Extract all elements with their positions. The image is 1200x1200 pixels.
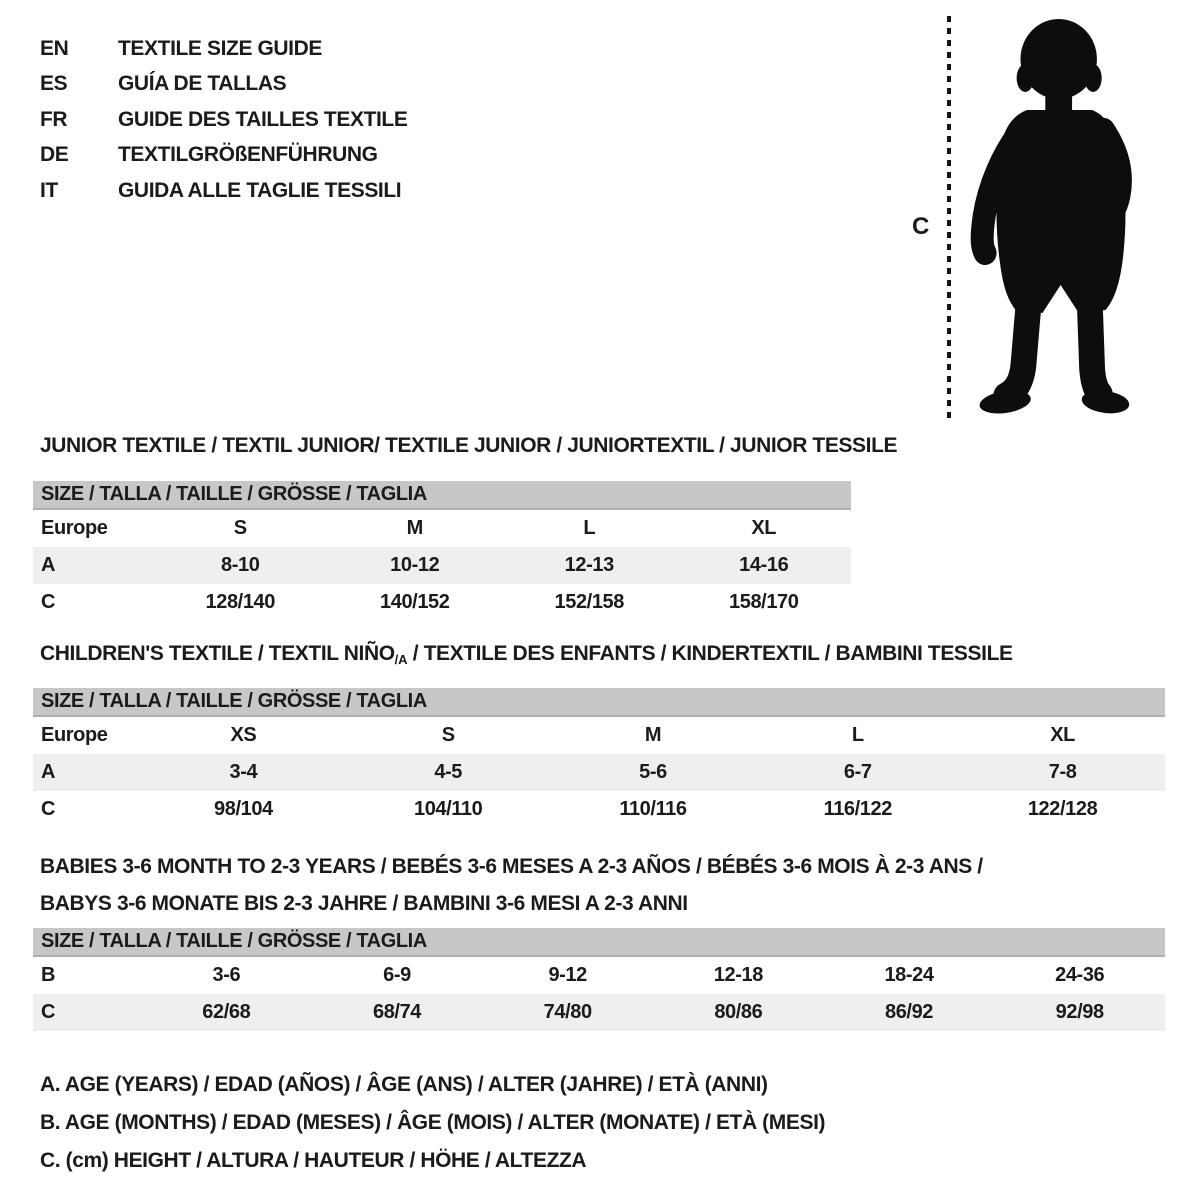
height-cell: 140/152 <box>380 591 450 613</box>
guide-title-fr: GUIDE DES TAILLES TEXTILE <box>118 107 408 131</box>
size-cell: S <box>441 724 455 746</box>
table-row-height: C 128/140 140/152 152/158 158/170 <box>33 584 851 621</box>
language-code: ES <box>40 72 68 96</box>
height-measure-dashed-line <box>947 16 951 418</box>
table-row-europe: Europe XS S M L XL <box>33 717 1165 754</box>
age-cell: 3-4 <box>229 761 258 783</box>
language-code: DE <box>40 143 69 167</box>
size-cell: L <box>583 517 596 539</box>
age-cell: 3-6 <box>212 964 241 986</box>
children-section-title: CHILDREN'S TEXTILE / TEXTIL NIÑO/A / TEX… <box>40 642 1013 668</box>
language-row-de: DE TEXTILGRÖßENFÜHRUNG <box>40 138 407 174</box>
babies-title-line1: BABIES 3-6 MONTH TO 2-3 YEARS / BEBÉS 3-… <box>40 855 983 878</box>
age-cell: 7-8 <box>1048 761 1077 783</box>
guide-title-it: GUIDA ALLE TAGLIE TESSILI <box>118 178 402 202</box>
height-cell: 68/74 <box>372 1001 422 1023</box>
height-cell: 104/110 <box>413 798 483 820</box>
guide-title-en: TEXTILE SIZE GUIDE <box>118 36 322 60</box>
language-code: FR <box>40 107 68 131</box>
language-row-en: EN TEXTILE SIZE GUIDE <box>40 31 407 67</box>
height-cell: 158/170 <box>729 591 799 613</box>
size-cell: XL <box>1050 724 1075 746</box>
children-title-suffix: / TEXTILE DES ENFANTS / KINDERTEXTIL / B… <box>407 642 1013 665</box>
size-cell: S <box>233 517 247 539</box>
junior-size-table: SIZE / TALLA / TAILLE / GRÖSSE / TAGLIA … <box>33 481 851 621</box>
size-header-bar: SIZE / TALLA / TAILLE / GRÖSSE / TAGLIA <box>33 688 1165 717</box>
legend-line-b: B. AGE (MONTHS) / EDAD (MESES) / ÂGE (MO… <box>40 1111 826 1134</box>
table-row-height: C 62/68 68/74 74/80 80/86 86/92 92/98 <box>33 994 1165 1031</box>
age-cell: 24-36 <box>1055 964 1105 986</box>
age-cell: 8-10 <box>221 554 260 576</box>
language-code: IT <box>40 178 58 202</box>
row-label: Europe <box>41 724 108 746</box>
table-row-age: A 3-4 4-5 5-6 6-7 7-8 <box>33 754 1165 791</box>
age-cell: 18-24 <box>884 964 934 986</box>
row-label: C <box>41 1001 56 1023</box>
age-cell: 12-13 <box>564 554 615 576</box>
height-cell: 92/98 <box>1055 1001 1104 1023</box>
legend: A. AGE (YEARS) / EDAD (AÑOS) / ÂGE (ANS)… <box>40 1066 826 1180</box>
size-cell: L <box>851 724 864 746</box>
size-header-bar: SIZE / TALLA / TAILLE / GRÖSSE / TAGLIA <box>33 928 1165 957</box>
legend-line-a: A. AGE (YEARS) / EDAD (AÑOS) / ÂGE (ANS)… <box>40 1073 768 1096</box>
children-title-prefix: CHILDREN'S TEXTILE / TEXTIL NIÑO <box>40 642 395 665</box>
height-cell: 80/86 <box>714 1001 763 1023</box>
height-cell: 110/116 <box>619 798 687 820</box>
babies-title-line2: BABYS 3-6 MONATE BIS 2-3 JAHRE / BAMBINI… <box>40 892 688 915</box>
row-label: A <box>41 761 56 783</box>
height-measure-label: C <box>912 213 929 240</box>
language-title-list: EN TEXTILE SIZE GUIDE ES GUÍA DE TALLAS … <box>40 31 408 209</box>
height-cell: 74/80 <box>543 1001 592 1023</box>
children-title-subscript: /A <box>394 652 408 667</box>
row-label: B <box>41 964 56 986</box>
age-cell: 14-16 <box>739 554 789 576</box>
size-cell: M <box>644 724 662 746</box>
height-cell: 98/104 <box>214 798 273 820</box>
height-cell: 86/92 <box>884 1001 934 1023</box>
age-cell: 6-9 <box>383 964 411 986</box>
size-cell: XL <box>751 517 777 539</box>
language-code: EN <box>40 36 69 60</box>
guide-title-de: TEXTILGRÖßENFÜHRUNG <box>118 143 378 167</box>
row-label: C <box>41 798 56 820</box>
language-row-it: IT GUIDA ALLE TAGLIE TESSILI <box>40 173 407 209</box>
language-row-fr: FR GUIDE DES TAILLES TEXTILE <box>40 102 408 138</box>
age-cell: 6-7 <box>843 761 872 783</box>
size-cell: M <box>406 517 424 539</box>
babies-section-title: BABIES 3-6 MONTH TO 2-3 YEARS / BEBÉS 3-… <box>40 848 983 922</box>
height-cell: 62/68 <box>202 1001 251 1023</box>
size-header-bar: SIZE / TALLA / TAILLE / GRÖSSE / TAGLIA <box>33 481 851 510</box>
row-label: A <box>41 554 56 576</box>
height-cell: 128/140 <box>205 591 276 613</box>
guide-title-es: GUÍA DE TALLAS <box>118 72 287 96</box>
row-label: C <box>41 591 56 613</box>
table-row-age-months: B 3-6 6-9 9-12 12-18 18-24 24-36 <box>33 957 1165 994</box>
table-row-height: C 98/104 104/110 110/116 116/122 122/128 <box>33 791 1165 828</box>
table-row-age: A 8-10 10-12 12-13 14-16 <box>33 547 851 584</box>
row-label: Europe <box>41 517 108 539</box>
age-cell: 9-12 <box>548 964 587 986</box>
children-size-table: SIZE / TALLA / TAILLE / GRÖSSE / TAGLIA … <box>33 688 1165 828</box>
age-cell: 4-5 <box>434 761 463 783</box>
height-cell: 152/158 <box>554 591 625 613</box>
age-cell: 12-18 <box>713 964 764 986</box>
size-cell: XS <box>230 724 257 746</box>
height-cell: 122/128 <box>1027 798 1098 820</box>
language-row-es: ES GUÍA DE TALLAS <box>40 67 407 103</box>
babies-size-table: SIZE / TALLA / TAILLE / GRÖSSE / TAGLIA … <box>33 928 1165 1031</box>
toddler-silhouette-icon <box>970 19 1132 414</box>
legend-line-c: C. (cm) HEIGHT / ALTURA / HAUTEUR / HÖHE… <box>40 1149 587 1172</box>
table-row-europe: Europe S M L XL <box>33 510 851 547</box>
height-cell: 116/122 <box>823 798 893 820</box>
age-cell: 10-12 <box>390 554 440 576</box>
age-cell: 5-6 <box>639 761 667 783</box>
junior-section-title: JUNIOR TEXTILE / TEXTIL JUNIOR/ TEXTILE … <box>40 434 898 457</box>
